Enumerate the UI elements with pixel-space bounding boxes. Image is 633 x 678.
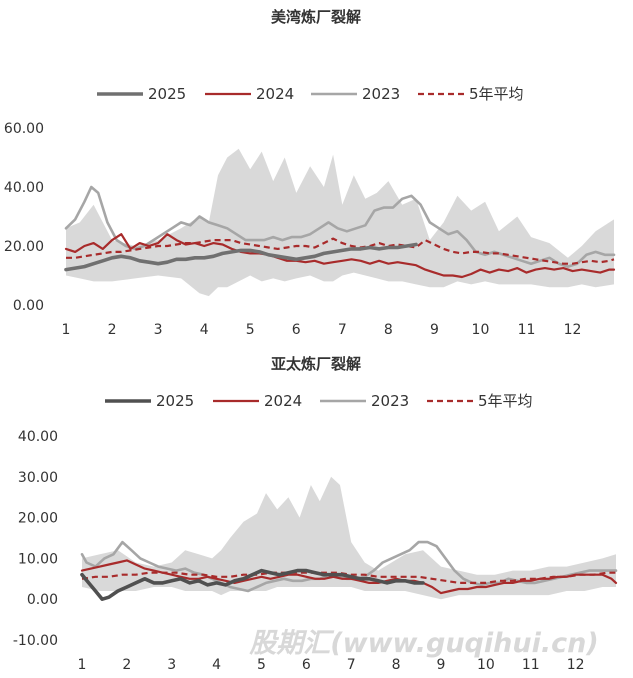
y-tick-label: 40.00	[18, 429, 58, 445]
series-line	[64, 233, 616, 279]
x-tick-label: 4	[200, 322, 209, 338]
x-tick-label: 9	[430, 322, 439, 338]
x-tick-label: 7	[347, 657, 356, 673]
x-tick-label: 6	[292, 322, 301, 338]
legend-item: 2023	[311, 85, 400, 103]
legend-label: 2023	[371, 392, 409, 410]
x-tick-label: 12	[567, 657, 585, 673]
series-line	[80, 568, 425, 601]
historical-range-band	[66, 148, 614, 297]
legend: 2025 2024 2023 5年平均	[105, 392, 533, 410]
y-tick-label: 60.00	[4, 121, 44, 137]
y-tick-label: 0.00	[13, 298, 44, 314]
x-tick-label: 8	[392, 657, 401, 673]
series-line	[64, 242, 418, 272]
legend-item: 2023	[320, 392, 409, 410]
series-lines	[80, 540, 618, 601]
x-tick-label: 8	[384, 322, 393, 338]
legend-label: 5年平均	[469, 85, 524, 103]
x-tick-label: 5	[246, 322, 255, 338]
x-tick-label: 9	[437, 657, 446, 673]
legend-label: 2025	[148, 85, 186, 103]
series-line	[64, 185, 616, 268]
series-line	[80, 559, 618, 595]
legend-item: 5年平均	[418, 85, 524, 103]
legend-label: 2024	[256, 85, 294, 103]
x-tick-label: 1	[62, 322, 71, 338]
x-tick-label: 2	[108, 322, 117, 338]
series-line	[81, 571, 616, 584]
x-tick-label: 4	[212, 657, 221, 673]
y-tick-label: 30.00	[18, 470, 58, 486]
x-tick-label: 10	[477, 657, 495, 673]
series-line	[66, 237, 615, 265]
watermark: 股期汇(www.guqihui.cn)	[248, 628, 598, 659]
legend-label: 2025	[156, 392, 194, 410]
y-tick-label: 20.00	[18, 511, 58, 527]
x-tick-label: 2	[122, 657, 131, 673]
x-axis-ticks: 1 2 3 4 5 6 7 8 9 10 11 12	[62, 322, 582, 338]
y-tick-label: 20.00	[4, 239, 44, 255]
y-tick-label: 0.00	[27, 592, 58, 608]
x-tick-label: 6	[302, 657, 311, 673]
y-tick-label: 40.00	[4, 180, 44, 196]
legend-label: 2023	[362, 85, 400, 103]
y-tick-label: 10.00	[18, 551, 58, 567]
asia-pacific-refinery-chart: 亚太炼厂裂解 2025 2024 2023 5年平均 40.0030.0020.001…	[13, 355, 618, 673]
x-tick-label: 10	[472, 322, 490, 338]
y-axis-ticks: 40.00 30.00 20.00 10.00 0.00 -10.00	[13, 429, 58, 649]
legend-item: 5年平均	[427, 392, 533, 410]
chart-title: 美湾炼厂裂解	[271, 8, 361, 26]
legend-item: 2024	[205, 85, 294, 103]
x-tick-label: 11	[518, 322, 536, 338]
x-tick-label: 7	[338, 322, 347, 338]
x-tick-label: 1	[78, 657, 87, 673]
x-tick-label: 5	[257, 657, 266, 673]
range-band	[66, 148, 614, 297]
x-tick-label: 11	[522, 657, 540, 673]
legend-label: 5年平均	[478, 392, 533, 410]
historical-range-band	[82, 476, 616, 600]
gulf-refinery-chart: 美湾炼厂裂解 2025 2024 2023 5年平均 60.00 40.00 20.00 0…	[4, 8, 616, 338]
legend-item: 2025	[105, 392, 194, 410]
legend: 2025 2024 2023 5年平均	[97, 85, 524, 103]
range-band	[82, 476, 616, 600]
y-axis-ticks: 60.00 40.00 20.00 0.00	[4, 121, 44, 314]
x-tick-label: 12	[564, 322, 582, 338]
x-tick-label: 3	[167, 657, 176, 673]
x-tick-label: 3	[154, 322, 163, 338]
legend-item: 2024	[213, 392, 302, 410]
x-axis-ticks: 1 2 3 4 5 6 7 8 9 10 11 12	[78, 657, 585, 673]
chart-title: 亚太炼厂裂解	[271, 355, 361, 373]
series-lines	[64, 185, 616, 279]
y-tick-label: -10.00	[13, 633, 58, 649]
legend-label: 2024	[264, 392, 302, 410]
legend-item: 2025	[97, 85, 186, 103]
